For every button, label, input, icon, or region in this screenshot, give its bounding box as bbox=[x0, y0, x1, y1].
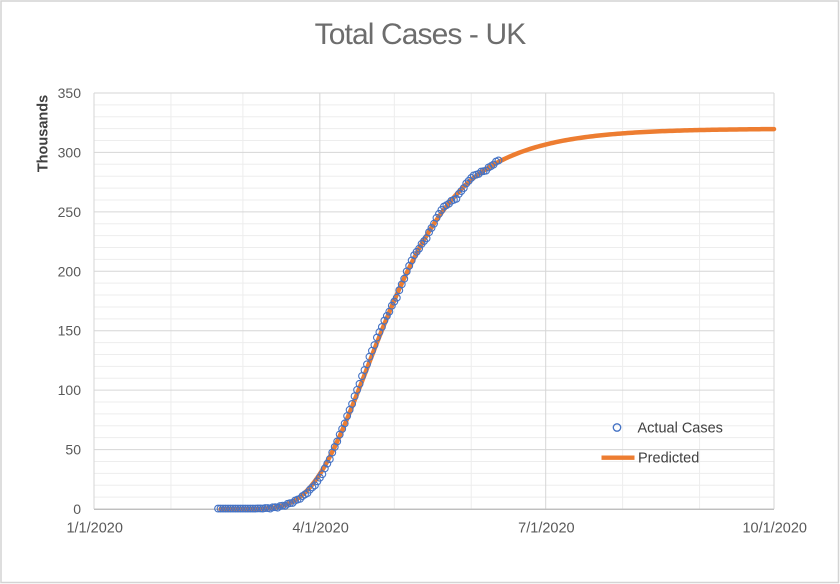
svg-text:350: 350 bbox=[58, 85, 82, 101]
svg-text:10/1/2020: 10/1/2020 bbox=[742, 521, 807, 537]
svg-text:Actual Cases: Actual Cases bbox=[638, 421, 723, 437]
svg-text:200: 200 bbox=[58, 263, 82, 279]
svg-text:150: 150 bbox=[58, 323, 82, 339]
svg-text:0: 0 bbox=[73, 501, 81, 517]
svg-text:Total Cases - UK: Total Cases - UK bbox=[315, 18, 527, 51]
svg-text:4/1/2020: 4/1/2020 bbox=[292, 521, 348, 537]
svg-text:250: 250 bbox=[58, 204, 82, 220]
svg-text:7/1/2020: 7/1/2020 bbox=[518, 521, 574, 537]
svg-text:Predicted: Predicted bbox=[638, 451, 699, 467]
svg-text:50: 50 bbox=[65, 442, 81, 458]
svg-text:300: 300 bbox=[58, 144, 82, 160]
svg-text:1/1/2020: 1/1/2020 bbox=[66, 521, 122, 537]
svg-text:Thousands: Thousands bbox=[36, 95, 52, 172]
svg-text:100: 100 bbox=[58, 382, 82, 398]
